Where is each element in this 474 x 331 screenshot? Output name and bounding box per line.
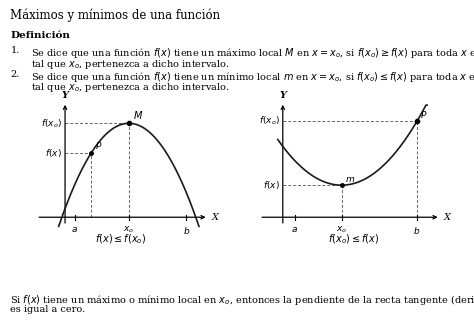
Text: tal que $x_o$, pertenezca a dicho intervalo.: tal que $x_o$, pertenezca a dicho interv… — [31, 58, 230, 71]
Text: Máximos y mínimos de una función: Máximos y mínimos de una función — [10, 8, 220, 22]
Text: 2.: 2. — [10, 70, 20, 78]
Text: X: X — [212, 213, 219, 222]
Text: $x_o$: $x_o$ — [336, 225, 347, 235]
Text: 1.: 1. — [10, 46, 20, 55]
Text: $f(x)$: $f(x)$ — [45, 147, 62, 159]
Text: Definición: Definición — [10, 31, 70, 40]
Text: $m$: $m$ — [345, 174, 355, 184]
Text: $b$: $b$ — [413, 225, 421, 236]
Text: X: X — [444, 213, 451, 222]
Text: tal que $x_o$, pertenezca a dicho intervalo.: tal que $x_o$, pertenezca a dicho interv… — [31, 81, 230, 94]
Text: Y: Y — [279, 91, 286, 100]
Text: Se dice que una función $f(x)$ tiene un máximo local $M$ en $x = x_o$, si $f(x_o: Se dice que una función $f(x)$ tiene un … — [31, 46, 474, 60]
Text: Se dice que una función $f(x)$ tiene un mínimo local $m$ en $x = x_o$, si $f(x_o: Se dice que una función $f(x)$ tiene un … — [31, 70, 474, 83]
Text: es igual a cero.: es igual a cero. — [10, 305, 86, 313]
Text: $f(x_o) \leq f(x)$: $f(x_o) \leq f(x)$ — [328, 232, 379, 246]
Text: $b$: $b$ — [182, 225, 190, 236]
Text: $f(x)$: $f(x)$ — [263, 179, 280, 191]
Text: $x_o$: $x_o$ — [123, 225, 135, 235]
Text: $a$: $a$ — [291, 225, 298, 234]
Text: $a$: $a$ — [71, 225, 78, 234]
Text: $f(x_o)$: $f(x_o)$ — [259, 115, 280, 127]
Text: $f(x) \leq f(x_o)$: $f(x) \leq f(x_o)$ — [95, 232, 146, 246]
Text: Si $f(x)$ tiene un máximo o mínimo local en $x_o$, entonces la pendiente de la r: Si $f(x)$ tiene un máximo o mínimo local… — [10, 293, 474, 307]
Text: $P$: $P$ — [94, 140, 102, 151]
Text: $P$: $P$ — [420, 109, 428, 120]
Text: $M$: $M$ — [133, 109, 143, 121]
Text: $f(x_o)$: $f(x_o)$ — [41, 117, 62, 129]
Text: Y: Y — [62, 91, 69, 100]
